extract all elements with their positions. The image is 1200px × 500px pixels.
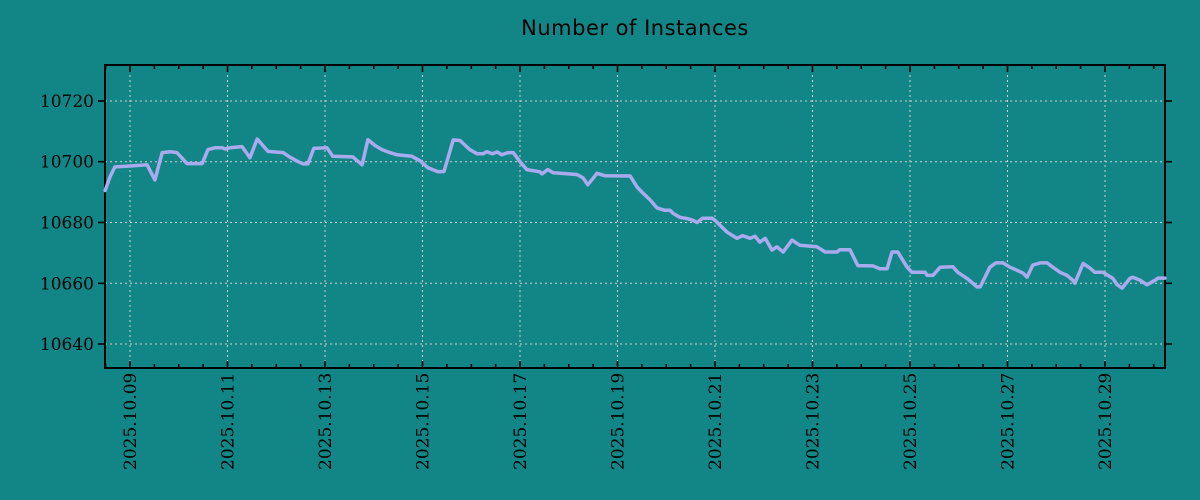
x-tick-label: 2025.10.27 (999, 373, 1019, 470)
y-tick-label: 10720 (40, 92, 94, 112)
x-tick-label: 2025.10.29 (1096, 373, 1116, 470)
x-tick-label: 2025.10.13 (316, 373, 336, 470)
x-tick-label: 2025.10.19 (609, 373, 629, 470)
x-tick-label: 2025.10.17 (511, 373, 531, 470)
x-tick-label: 2025.10.25 (901, 373, 921, 470)
y-tick-label: 10700 (40, 153, 94, 173)
plot-border (104, 64, 1166, 369)
x-tick-label: 2025.10.09 (121, 373, 141, 470)
y-tick-label: 10640 (40, 335, 94, 355)
series-line (103, 137, 1167, 290)
x-tick-label: 2025.10.15 (414, 373, 434, 470)
x-tick-label: 2025.10.11 (219, 373, 239, 470)
chart-title: Number of Instances (521, 16, 749, 40)
x-tick-label: 2025.10.23 (804, 373, 824, 470)
y-tick-label: 10680 (40, 214, 94, 234)
x-tick-label: 2025.10.21 (706, 373, 726, 470)
y-tick-label: 10660 (40, 274, 94, 294)
